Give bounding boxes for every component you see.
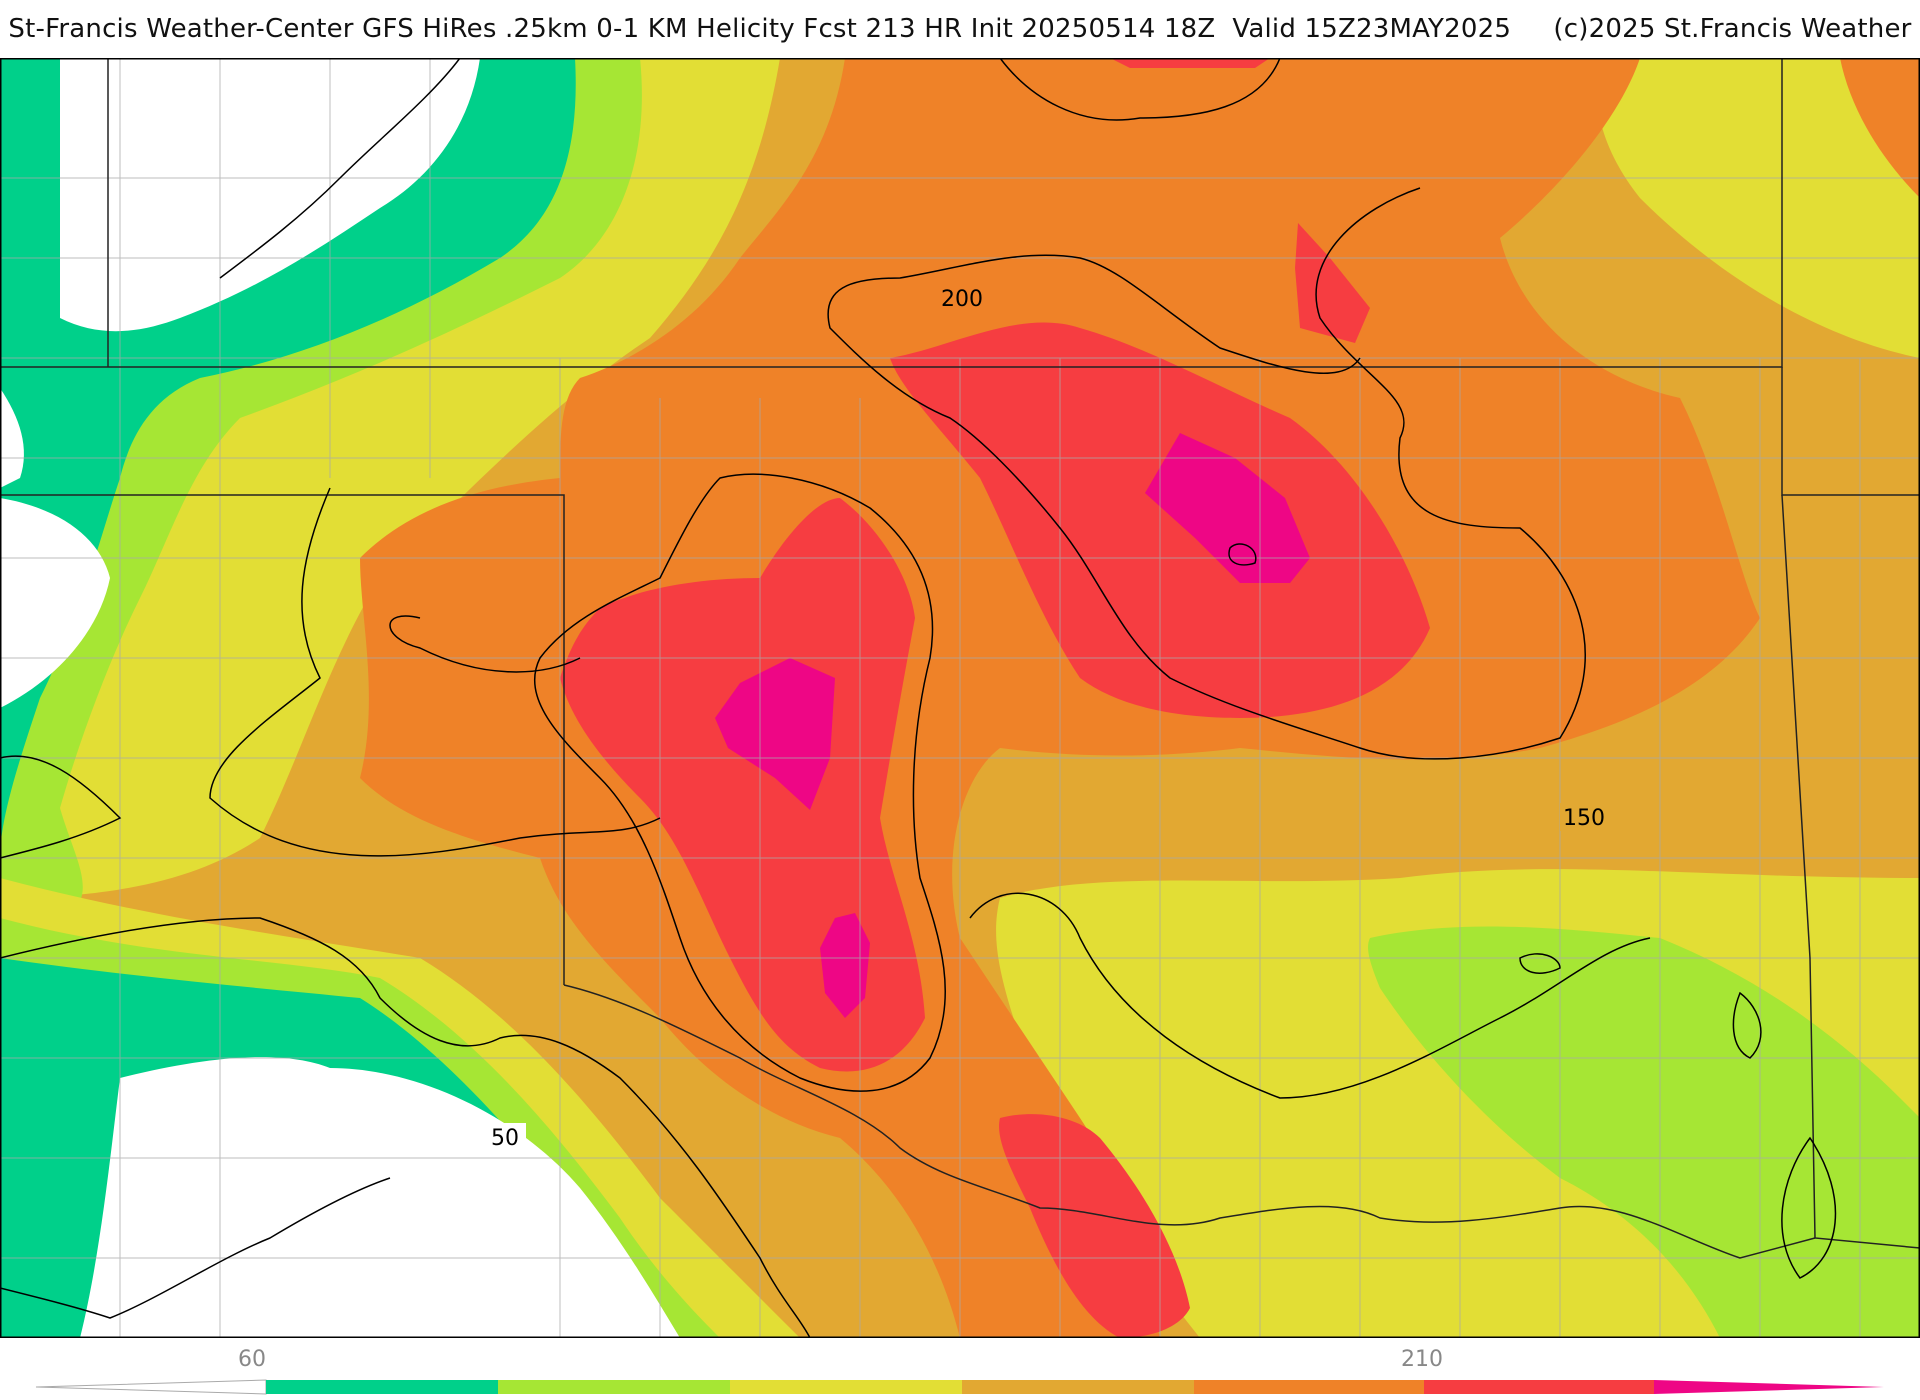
helicity-band-orange-northeast bbox=[1840, 58, 1920, 198]
colorbar-segment-red bbox=[1424, 1380, 1654, 1394]
colorbar-segment-yellow bbox=[730, 1380, 962, 1394]
helicity-map: 200 150 50 bbox=[0, 58, 1920, 1338]
helicity-band-magenta-south bbox=[820, 913, 870, 1018]
state-boundaries bbox=[0, 58, 1920, 1259]
contour-label-200: 200 bbox=[941, 287, 983, 312]
colorbar-segment-lime bbox=[498, 1380, 730, 1394]
colorbar-segment-gold bbox=[962, 1380, 1194, 1394]
contour-label-50: 50 bbox=[491, 1126, 519, 1151]
contour-label-150: 150 bbox=[1563, 806, 1605, 831]
county-boundaries bbox=[0, 58, 1920, 1338]
colorbar-tick-low: 60 bbox=[238, 1347, 266, 1372]
colorbar-segment-green bbox=[266, 1380, 498, 1394]
colorbar-tick-high: 210 bbox=[1401, 1347, 1443, 1372]
helicity-band-red-south bbox=[999, 1114, 1190, 1338]
helicity-band-white-southwest bbox=[80, 1057, 680, 1338]
map-frame bbox=[0, 58, 1920, 1338]
helicity-band-white-westedge bbox=[0, 388, 24, 488]
contour-label-150-bg bbox=[1560, 803, 1606, 831]
helicity-band-yellow-northeast bbox=[1596, 58, 1920, 358]
colorbar-segment-magenta bbox=[1654, 1380, 1884, 1394]
helicity-contours bbox=[0, 58, 1837, 1338]
colorbar-segment-white bbox=[35, 1379, 267, 1395]
helicity-band-magenta-northeast bbox=[1145, 433, 1310, 583]
helicity-band-red-north bbox=[1295, 223, 1370, 343]
helicity-band-white-northwest bbox=[60, 58, 480, 332]
colorbar: 60 210 bbox=[35, 1347, 1884, 1395]
contour-label-200-bg bbox=[936, 284, 986, 312]
map-title: St-Francis Weather-Center GFS HiRes .25k… bbox=[8, 14, 1912, 44]
helicity-band-white-west bbox=[0, 498, 110, 708]
contour-label-50-bg bbox=[488, 1123, 526, 1151]
helicity-band-magenta-central bbox=[715, 658, 835, 810]
helicity-band-red-top bbox=[1110, 58, 1270, 68]
colorbar-segment-orange bbox=[1194, 1380, 1424, 1394]
